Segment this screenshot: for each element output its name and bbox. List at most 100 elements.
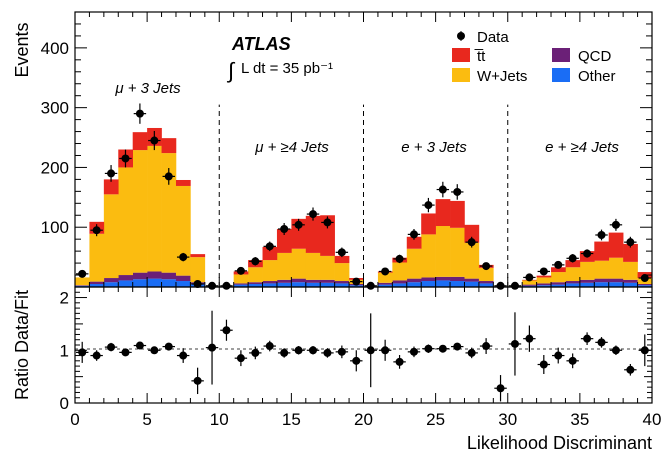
data-point-bin-25 (438, 185, 447, 194)
channel-label-e-3jets: e + 3 Jets (401, 139, 467, 156)
ratio-point-bin-2 (107, 343, 116, 352)
bar-qcd-bin-28 (478, 281, 494, 284)
data-point-bin-27 (467, 238, 476, 247)
bar-wjets-bin-13 (262, 260, 278, 282)
bar-other-bin-4 (132, 279, 148, 287)
bar-tt-bin-26 (450, 200, 465, 228)
bottom-y-tick-label-1: 1 (60, 341, 69, 360)
bar-tt-bin-37 (608, 232, 624, 258)
data-point-bin-12 (251, 257, 260, 266)
legend-wjets-swatch (452, 68, 470, 82)
ratio-point-bin-6 (164, 342, 173, 351)
data-point-bin-17 (323, 218, 332, 227)
bar-qcd-bin-0 (75, 285, 90, 286)
channel-label-mu-4jets: μ + ≥4 Jets (254, 139, 329, 156)
bar-qcd-bin-33 (551, 282, 566, 285)
bar-tt-bin-17 (320, 215, 335, 256)
data-point-bin-37 (611, 220, 620, 229)
top-y-tick-label-400: 400 (41, 39, 69, 58)
data-point-bin-13 (265, 242, 274, 251)
ratio-point-bin-5 (150, 346, 159, 355)
ratio-point-bin-1 (92, 351, 101, 360)
legend-ttbar-swatch (452, 48, 470, 62)
ratio-point-bin-26 (453, 342, 462, 351)
x-tick-label-25: 25 (426, 410, 445, 429)
bar-wjets-bin-21 (377, 272, 393, 283)
bar-qcd-bin-5 (147, 271, 162, 279)
data-point-bin-9 (208, 281, 217, 290)
top-ticks (74, 12, 653, 287)
bar-wjets-bin-24 (421, 234, 436, 278)
bar-qcd-bin-36 (594, 278, 610, 283)
bar-qcd-bin-13 (262, 281, 278, 284)
bar-wjets-bin-26 (450, 227, 465, 277)
bar-other-bin-33 (551, 284, 566, 287)
top-y-tick-label-100: 100 (41, 218, 69, 237)
ratio-point-bin-24 (424, 344, 433, 353)
bar-tt-bin-2 (103, 179, 119, 195)
ratio-point-bin-4 (135, 341, 144, 350)
bar-wjets-bin-31 (522, 280, 537, 285)
bar-qcd-bin-22 (392, 280, 408, 284)
bottom-ticks (74, 287, 653, 403)
legend-qcd-swatch (552, 48, 570, 62)
bar-qcd-bin-18 (334, 281, 350, 284)
data-point-bin-8 (193, 280, 202, 289)
ratio-point-bin-35 (583, 334, 592, 343)
bar-qcd-bin-35 (579, 279, 595, 283)
data-point-bin-36 (597, 230, 606, 239)
bar-wjets-bin-2 (103, 194, 119, 279)
ratio-point-bin-17 (323, 348, 332, 357)
data-point-bin-2 (107, 169, 116, 178)
legend-data-label: Data (477, 29, 509, 46)
ratio-point-bin-25 (438, 344, 447, 353)
bar-qcd-bin-14 (276, 279, 292, 283)
bar-other-bin-14 (276, 282, 292, 287)
bar-wjets-bin-17 (320, 255, 335, 280)
bar-wjets-bin-1 (89, 233, 105, 282)
bar-tt-bin-14 (276, 229, 292, 253)
bar-wjets-bin-34 (565, 267, 581, 282)
legend-data-marker (457, 32, 465, 40)
data-point-bin-1 (92, 226, 101, 235)
x-tick-label-30: 30 (498, 410, 517, 429)
bar-qcd-bin-4 (132, 272, 148, 280)
ratio-point-bin-16 (309, 346, 318, 355)
bar-tt-bin-32 (536, 275, 552, 278)
bar-other-bin-19 (349, 285, 364, 287)
y-axis-label-bottom: Ratio Data/Fit (12, 290, 32, 400)
bar-wjets-bin-7 (175, 185, 191, 276)
data-point-bin-20 (366, 281, 375, 290)
ratio-point-bin-27 (467, 348, 476, 357)
bar-wjets-bin-28 (478, 267, 494, 282)
data-point-bin-3 (121, 154, 130, 163)
bar-other-bin-18 (334, 283, 350, 287)
ratio-point-bin-3 (121, 348, 130, 357)
ratio-point-bin-30 (510, 339, 519, 348)
bar-tt-bin-25 (435, 199, 451, 227)
bar-tt-bin-13 (262, 246, 278, 261)
bottom-y-tick-labels: 0 1 2 (60, 289, 69, 413)
data-point-bin-15 (294, 220, 303, 229)
bar-other-bin-15 (291, 282, 307, 287)
bar-wjets-bin-4 (132, 150, 148, 273)
bar-tt-bin-23 (406, 236, 422, 249)
bar-other-bin-25 (435, 280, 451, 287)
ratio-point-bin-38 (626, 365, 635, 374)
ratio-point-bin-28 (482, 342, 491, 351)
bar-other-bin-17 (320, 282, 335, 287)
bar-other-bin-38 (623, 282, 638, 287)
x-tick-label-35: 35 (570, 410, 589, 429)
bar-qcd-bin-6 (161, 272, 177, 280)
bar-qcd-bin-26 (450, 276, 465, 282)
ratio-point-bin-22 (395, 357, 404, 366)
bar-wjets-bin-36 (594, 260, 610, 279)
bar-wjets-bin-16 (305, 252, 321, 280)
data-point-bin-35 (583, 249, 592, 258)
bar-wjets-bin-11 (233, 274, 249, 284)
top-y-tick-label-200: 200 (41, 158, 69, 177)
ratio-point-bin-33 (554, 351, 563, 360)
bar-other-bin-7 (175, 281, 191, 287)
legend-wjets-label: W+Jets (477, 68, 527, 85)
